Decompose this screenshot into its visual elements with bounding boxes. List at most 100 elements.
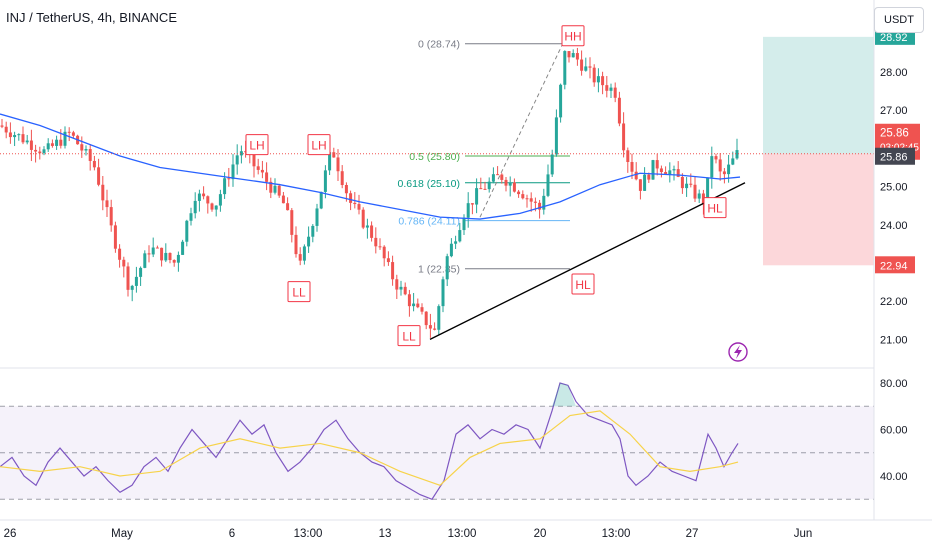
- candle-body: [50, 143, 54, 146]
- swing-label-box: [307, 134, 331, 156]
- candle-body: [139, 267, 143, 277]
- candle-body: [63, 131, 67, 146]
- candle-body: [605, 85, 609, 91]
- candle-body: [508, 182, 512, 186]
- candle-body: [290, 210, 294, 235]
- candle-body: [336, 157, 340, 172]
- candle-body: [458, 230, 462, 242]
- candle-body: [277, 185, 281, 196]
- candle-body: [710, 156, 714, 178]
- time-tick-label: 26: [4, 528, 17, 540]
- candle-body: [46, 143, 50, 150]
- candle-body: [17, 134, 21, 136]
- candle-body: [302, 246, 306, 261]
- candle-body: [718, 159, 722, 172]
- candle-body: [311, 225, 315, 237]
- candle-body: [542, 195, 546, 210]
- candle-body: [538, 202, 542, 210]
- candle-body: [189, 213, 193, 221]
- target-zone: [763, 36, 874, 154]
- candle-body: [504, 179, 508, 186]
- candle-body: [374, 237, 378, 247]
- rsi-tick-label: 40.00: [880, 471, 908, 483]
- rsi-overbought-fill: [552, 383, 576, 407]
- currency-button[interactable]: USDT: [874, 7, 924, 33]
- candle-body: [227, 178, 231, 180]
- candle-body: [517, 191, 521, 195]
- candle-body: [701, 193, 705, 205]
- candle-body: [231, 164, 235, 180]
- candle-body: [529, 198, 533, 202]
- candle-body: [613, 87, 617, 98]
- swing-label-text: LH: [249, 139, 264, 153]
- candle-body: [533, 201, 537, 203]
- candle-body: [38, 151, 42, 154]
- swing-labels[interactable]: LH LH LL LL HH HL HL: [245, 25, 727, 347]
- candle-body: [105, 200, 109, 208]
- candle-body: [273, 185, 277, 193]
- candle-body: [109, 207, 113, 226]
- candle-body: [134, 276, 138, 286]
- candle-body: [59, 139, 63, 146]
- candle-body: [382, 246, 386, 259]
- candle-body: [466, 203, 470, 218]
- candle-body: [25, 140, 29, 143]
- candle-body: [307, 236, 311, 247]
- candle-body: [596, 76, 600, 83]
- rsi-tick-label: 60.00: [880, 425, 908, 437]
- rsi-ma-line: [0, 410, 739, 486]
- time-tick-label: 13:00: [448, 528, 477, 540]
- candle-body: [403, 286, 407, 295]
- candle-body: [487, 181, 491, 190]
- candle-body: [592, 67, 596, 83]
- candle-body: [470, 203, 474, 205]
- candle-body: [269, 181, 273, 193]
- candle-body: [622, 123, 626, 151]
- time-tick-label: Jun: [794, 528, 813, 540]
- candlestick-series: [0, 47, 739, 338]
- stop-zone: [763, 153, 874, 266]
- candle-body: [323, 170, 327, 192]
- alert-icon[interactable]: [728, 342, 748, 362]
- candle-body: [651, 160, 655, 180]
- rsi-axis[interactable]: 80.00 60.00 40.00: [880, 378, 908, 483]
- moving-average-line: [0, 113, 741, 220]
- candle-body: [315, 208, 319, 226]
- price-tick-label: 28.00: [880, 67, 908, 79]
- trendline[interactable]: [429, 182, 746, 341]
- time-axis[interactable]: 26 May 6 13:00 13 13:00 20 13:00 27 Jun: [4, 528, 813, 540]
- candle-body: [21, 134, 25, 143]
- candle-body: [256, 166, 260, 170]
- time-tick-label: 6: [229, 528, 235, 540]
- candle-body: [546, 174, 550, 196]
- candle-body: [521, 194, 525, 199]
- candle-body: [298, 254, 302, 261]
- candle-body: [567, 51, 571, 58]
- candle-body: [445, 256, 449, 280]
- candle-body: [286, 203, 290, 211]
- price-tick-label: 24.00: [880, 220, 908, 232]
- fibonacci-retracement[interactable]: 0 (28.74) 0.5 (25.80) 0.618 (25.10) 0.786 (…: [398, 39, 570, 276]
- candle-body: [361, 209, 365, 228]
- candle-body: [97, 167, 101, 185]
- fib-level-label: 0.786 (24.11): [398, 216, 460, 228]
- candle-body: [500, 174, 504, 180]
- candle-body: [714, 156, 718, 160]
- candle-body: [281, 195, 285, 204]
- candle-body: [395, 279, 399, 290]
- candle-body: [365, 225, 369, 228]
- candle-body: [386, 258, 390, 263]
- candle-body: [412, 303, 416, 307]
- candle-body: [294, 234, 298, 255]
- close-price-label-bg: [875, 147, 915, 165]
- candle-body: [441, 279, 445, 307]
- candle-body: [601, 76, 605, 86]
- symbol-title[interactable]: INJ / TetherUS, 4h, BINANCE: [6, 10, 177, 25]
- candle-body: [697, 193, 701, 199]
- candle-body: [101, 184, 105, 201]
- candle-body: [491, 174, 495, 182]
- candle-body: [668, 170, 672, 175]
- candle-body: [218, 194, 222, 206]
